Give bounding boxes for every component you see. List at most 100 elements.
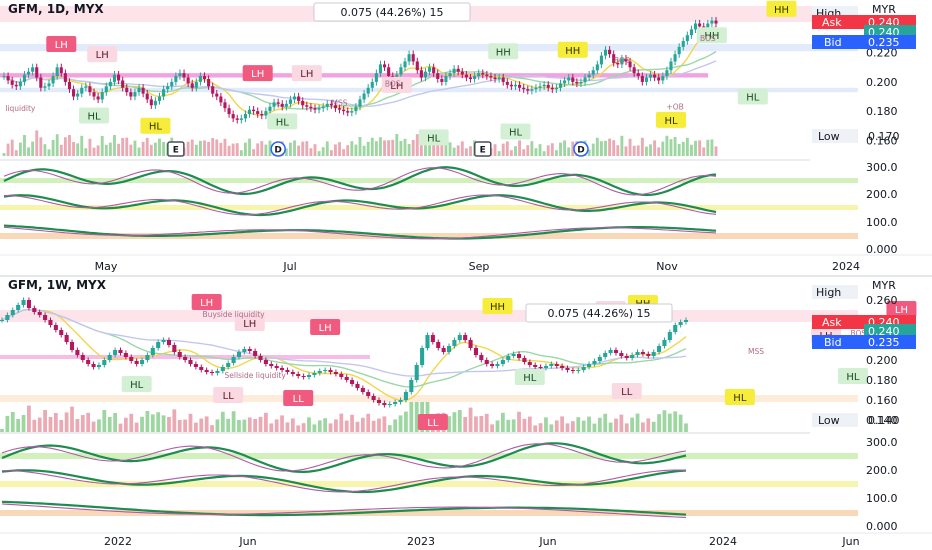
price-tick-label: 0.260	[866, 294, 898, 307]
volume-bar	[285, 422, 290, 432]
dividend-marker[interactable]: D	[270, 141, 286, 157]
oscillator-line	[3, 226, 717, 240]
candle	[560, 363, 565, 371]
candle	[280, 365, 285, 373]
candle-body	[489, 76, 493, 78]
candle	[121, 76, 125, 92]
candle	[190, 79, 194, 92]
volume-bar	[646, 418, 651, 432]
candle	[489, 72, 493, 82]
candle	[10, 76, 14, 89]
candle	[360, 385, 365, 395]
volume-bar	[616, 145, 620, 156]
candle-body	[43, 86, 47, 88]
candle-body	[329, 103, 333, 106]
candle-body	[468, 77, 473, 79]
candle-body	[473, 348, 478, 355]
candle	[651, 349, 656, 359]
low-label: Low	[818, 130, 840, 143]
earnings-marker[interactable]: E	[474, 141, 492, 157]
volume-bar	[563, 140, 567, 156]
volume-bar	[309, 148, 313, 156]
candle	[312, 370, 317, 378]
volume-bar	[428, 138, 431, 156]
candle	[546, 81, 550, 92]
candle-body	[199, 367, 204, 370]
candle	[513, 81, 518, 90]
candle	[436, 69, 440, 83]
candle-body	[513, 84, 518, 87]
candle-body	[219, 96, 223, 103]
structure-label: LH	[87, 46, 118, 63]
candle	[2, 72, 6, 80]
candle	[129, 354, 134, 364]
candle	[280, 100, 284, 111]
candle-body	[10, 80, 14, 85]
volume-bar	[604, 140, 607, 156]
volume-bar	[80, 415, 85, 432]
candle	[423, 68, 428, 82]
candle	[657, 343, 662, 355]
volume-bar	[628, 138, 632, 156]
volume-bar	[227, 145, 231, 156]
structure-label: LH	[46, 35, 77, 52]
candle-body	[188, 360, 193, 364]
candle	[516, 351, 522, 361]
candle-body	[706, 23, 710, 30]
candle	[344, 374, 349, 383]
candle-body	[280, 368, 285, 370]
volume-bar	[260, 141, 264, 156]
volume-bar	[231, 411, 236, 432]
candle-body	[420, 348, 425, 365]
candle-body	[113, 350, 118, 355]
volume-bar	[14, 150, 18, 156]
volume-bar	[156, 412, 161, 432]
structure-label-text: LH	[200, 298, 213, 309]
candle-body	[247, 109, 252, 115]
volume-bar	[63, 137, 67, 156]
volume-bar	[23, 135, 26, 156]
candle	[632, 63, 636, 77]
candle-body	[88, 86, 92, 93]
earnings-marker[interactable]: E	[167, 141, 185, 157]
volume-bar	[404, 411, 408, 432]
candle	[624, 54, 628, 66]
candle	[157, 92, 162, 105]
candle	[242, 346, 247, 355]
candle	[399, 63, 403, 79]
candle	[268, 103, 272, 115]
candle	[591, 66, 595, 79]
candle	[16, 302, 21, 313]
candle-body	[506, 356, 511, 360]
candle	[554, 361, 559, 369]
candle	[31, 63, 35, 76]
candle-body	[39, 77, 43, 88]
candle	[306, 372, 312, 380]
low-label: Low	[818, 414, 840, 427]
candle	[597, 354, 602, 364]
structure-label-box	[283, 390, 314, 406]
candle-body	[522, 87, 526, 90]
dividend-marker[interactable]: D	[573, 141, 589, 157]
candle-body	[415, 61, 419, 71]
structure-label-text: LH	[96, 50, 109, 61]
volume-bar	[500, 412, 505, 432]
osc-tick-label: 0.000	[866, 243, 898, 256]
candle	[640, 349, 645, 357]
bid-label-box	[812, 335, 916, 349]
candle	[178, 69, 182, 80]
candle	[37, 309, 42, 318]
volume-bar	[436, 139, 440, 156]
volume-bar	[509, 150, 513, 156]
volume-bar	[542, 151, 546, 156]
volume-bar	[75, 419, 80, 432]
osc-tick-label: 200.0	[866, 188, 898, 201]
candle-body	[484, 360, 489, 364]
volume-bar	[624, 423, 629, 432]
candle	[636, 69, 640, 80]
volume-bar	[517, 411, 521, 432]
volume-bar	[649, 144, 652, 156]
volume-bar	[407, 144, 411, 156]
annotation-text: +OB	[666, 103, 683, 112]
candle	[382, 60, 387, 71]
